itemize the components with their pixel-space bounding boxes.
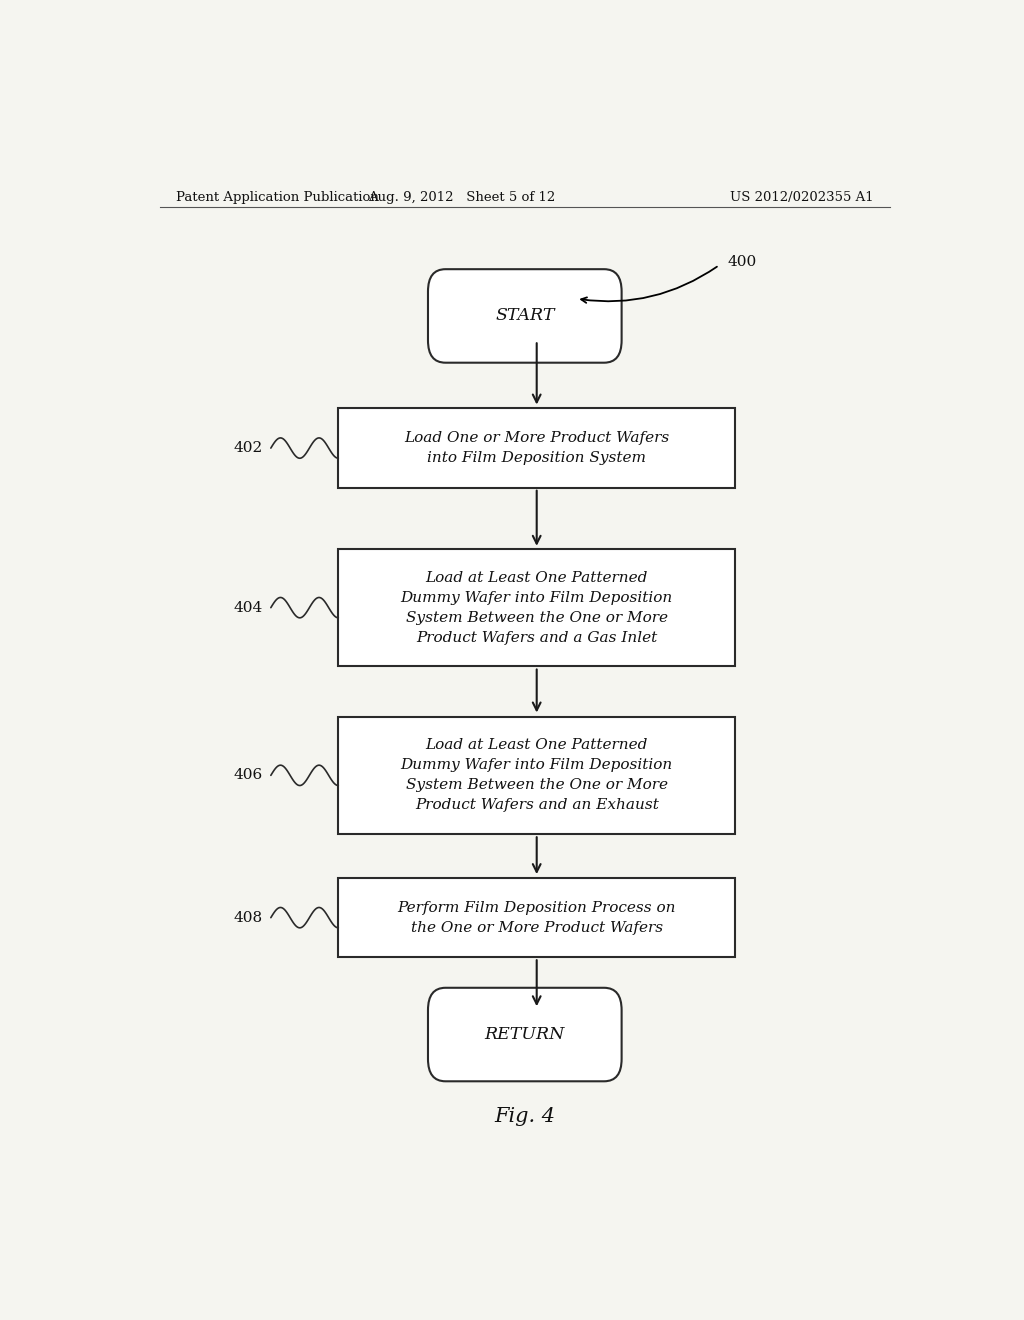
Text: START: START bbox=[495, 308, 555, 325]
Text: US 2012/0202355 A1: US 2012/0202355 A1 bbox=[730, 190, 873, 203]
FancyBboxPatch shape bbox=[338, 717, 735, 834]
Text: Aug. 9, 2012   Sheet 5 of 12: Aug. 9, 2012 Sheet 5 of 12 bbox=[368, 190, 555, 203]
Text: Perform Film Deposition Process on
the One or More Product Wafers: Perform Film Deposition Process on the O… bbox=[397, 900, 676, 935]
Text: 402: 402 bbox=[233, 441, 263, 455]
Text: RETURN: RETURN bbox=[484, 1026, 565, 1043]
Text: Patent Application Publication: Patent Application Publication bbox=[176, 190, 379, 203]
Text: 404: 404 bbox=[233, 601, 263, 615]
FancyBboxPatch shape bbox=[338, 878, 735, 957]
Text: Load at Least One Patterned
Dummy Wafer into Film Deposition
System Between the : Load at Least One Patterned Dummy Wafer … bbox=[400, 738, 673, 812]
Text: Fig. 4: Fig. 4 bbox=[495, 1107, 555, 1126]
FancyBboxPatch shape bbox=[428, 987, 622, 1081]
FancyBboxPatch shape bbox=[428, 269, 622, 363]
FancyBboxPatch shape bbox=[338, 408, 735, 487]
Text: Load One or More Product Wafers
into Film Deposition System: Load One or More Product Wafers into Fil… bbox=[404, 432, 670, 465]
Text: 400: 400 bbox=[727, 255, 757, 269]
FancyBboxPatch shape bbox=[338, 549, 735, 667]
Text: 406: 406 bbox=[233, 768, 263, 783]
Text: 408: 408 bbox=[233, 911, 263, 924]
Text: Load at Least One Patterned
Dummy Wafer into Film Deposition
System Between the : Load at Least One Patterned Dummy Wafer … bbox=[400, 570, 673, 644]
